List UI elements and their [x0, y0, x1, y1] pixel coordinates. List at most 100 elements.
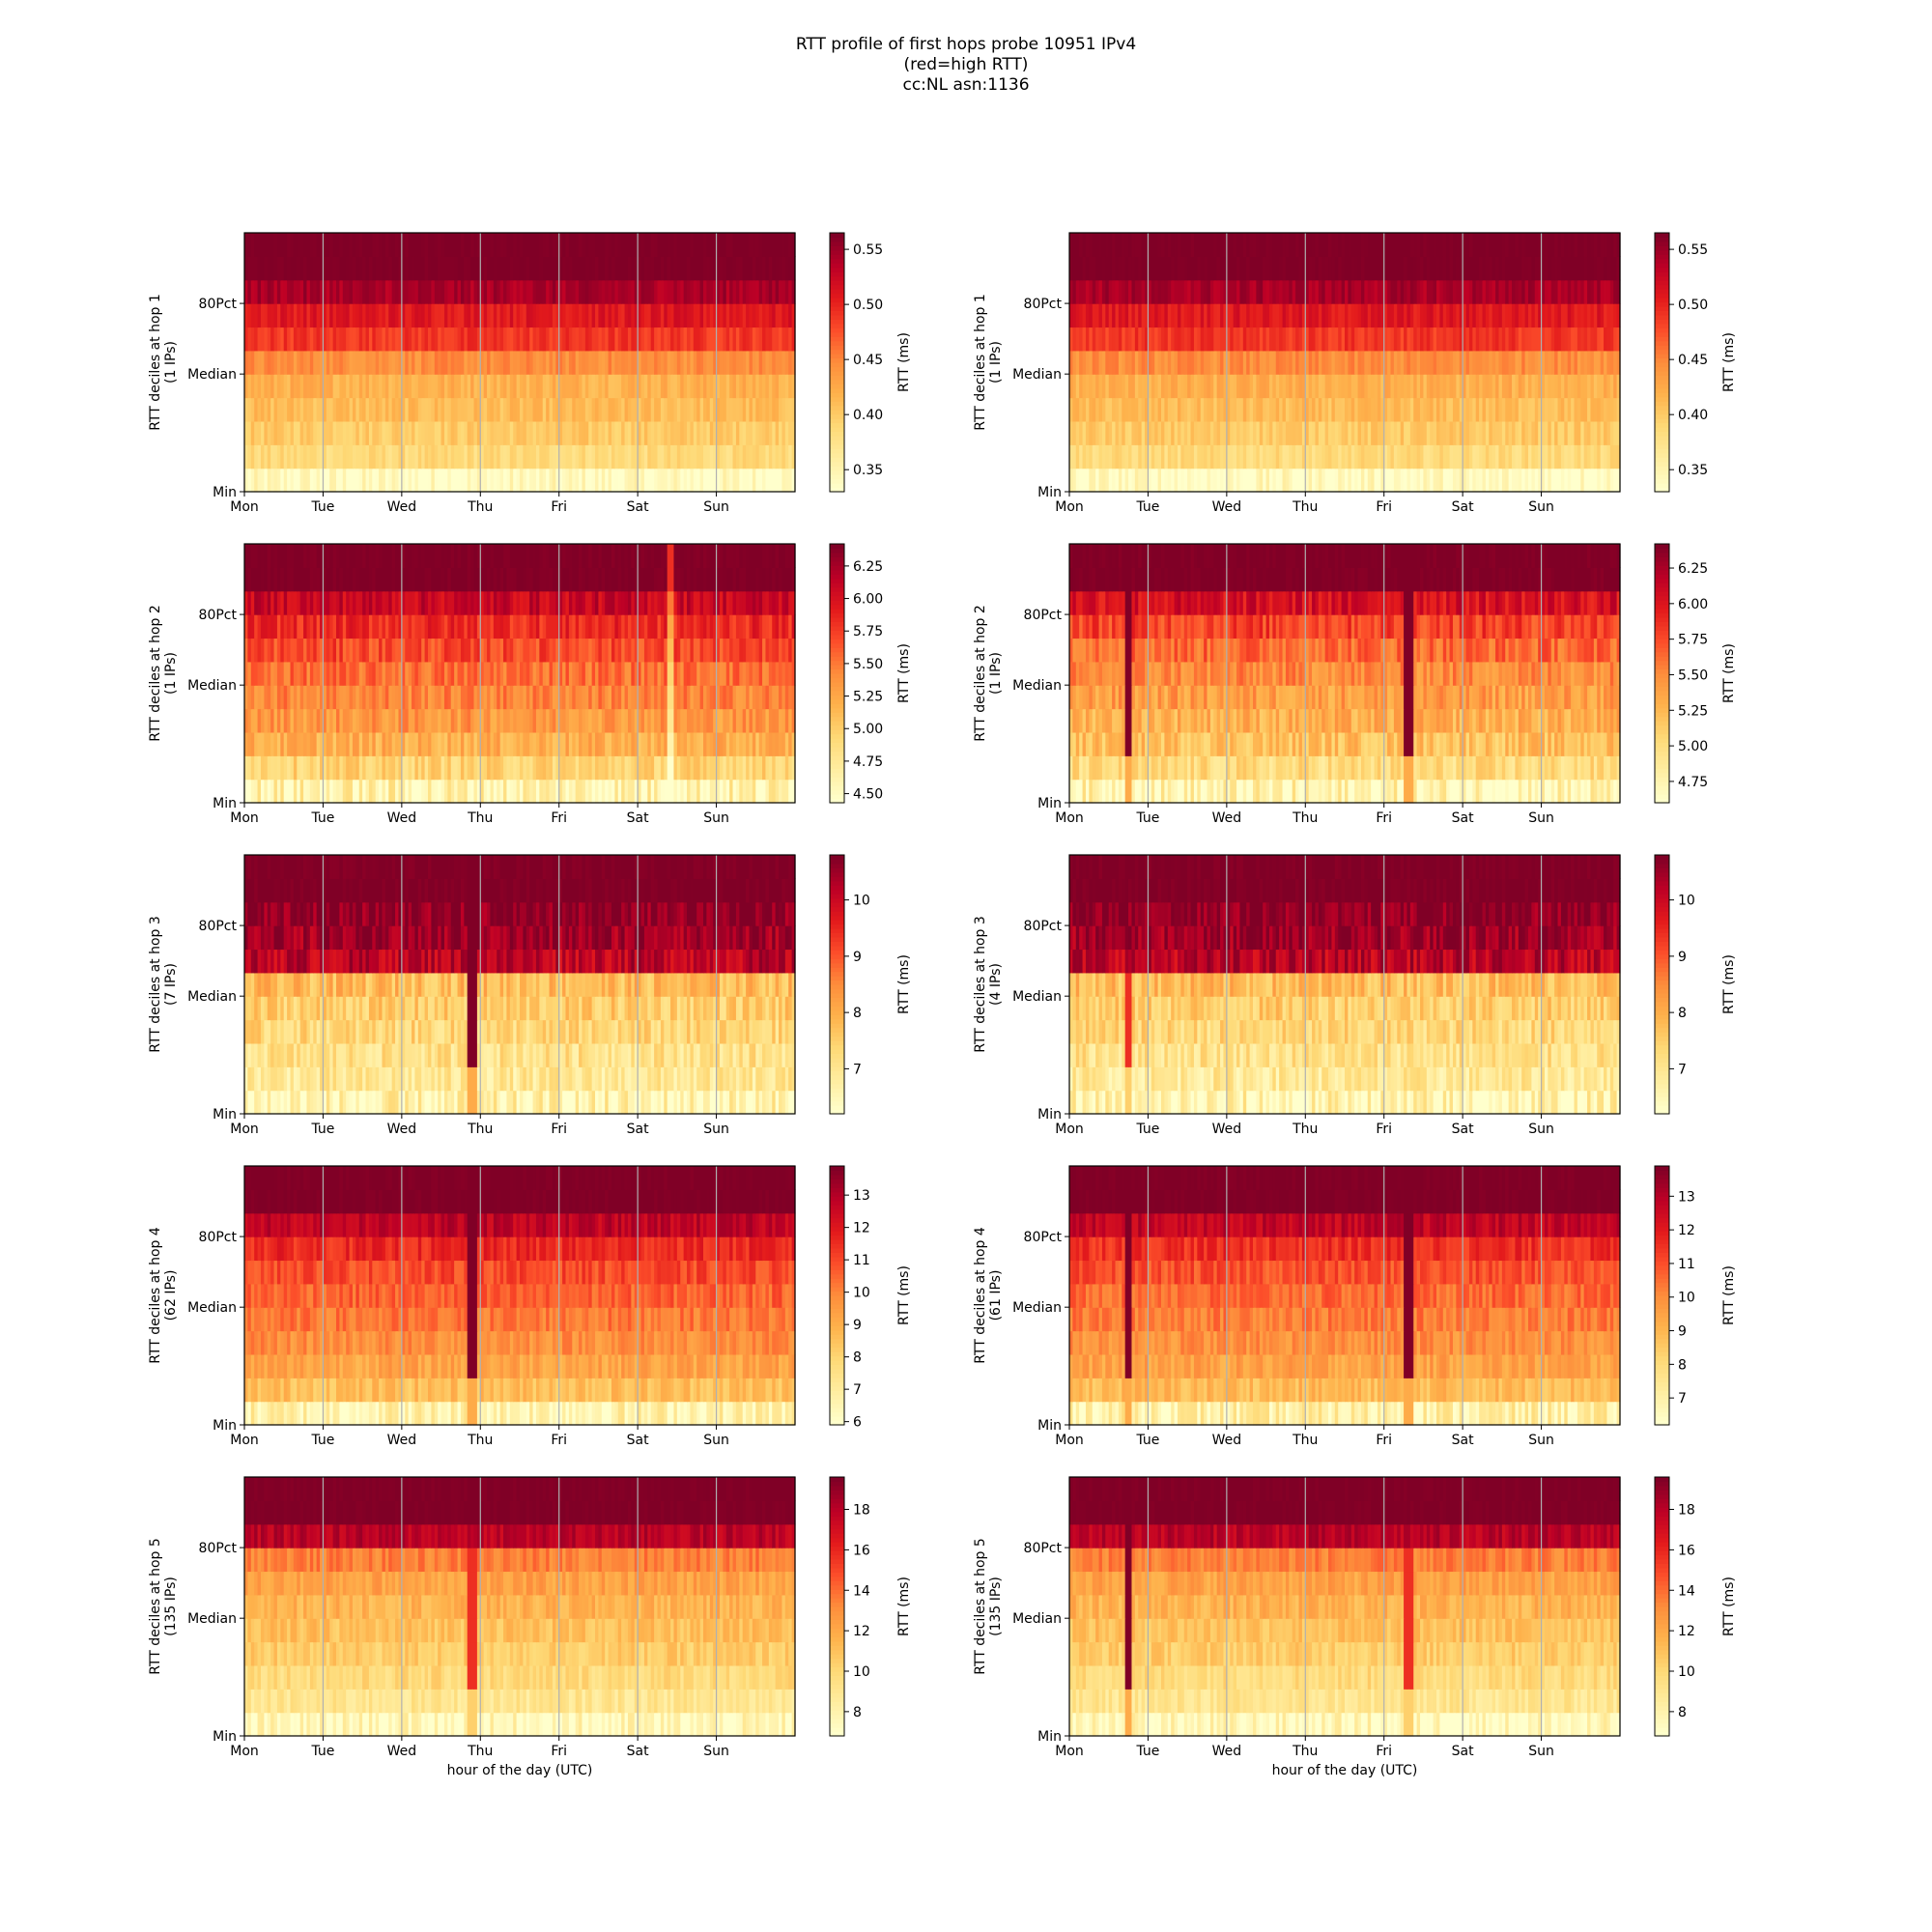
heatmap-cell: [290, 755, 295, 781]
heatmap-cell: [1289, 420, 1293, 445]
heatmap-cell: [467, 256, 471, 281]
heatmap-cell: [358, 468, 363, 493]
heatmap-cell: [1423, 374, 1428, 399]
heatmap-cell: [664, 779, 668, 804]
heatmap-cell: [382, 327, 386, 352]
heatmap-cell: [1436, 327, 1440, 352]
heatmap-cell: [788, 374, 793, 399]
heatmap-cell: [490, 327, 495, 352]
heatmap-cell: [368, 755, 373, 781]
heatmap-cell: [746, 661, 751, 686]
heatmap-cell: [768, 397, 773, 422]
heatmap-cell: [1380, 233, 1385, 257]
heatmap-cell: [323, 303, 327, 328]
colorbar-segment: [830, 387, 844, 393]
heatmap-cell: [329, 708, 334, 733]
heatmap-cell: [680, 444, 685, 469]
heatmap-cell: [1312, 468, 1317, 493]
heatmap-cell: [611, 327, 615, 352]
heatmap-cell: [1465, 256, 1470, 281]
heatmap-cell: [779, 661, 783, 686]
heatmap-cell: [640, 327, 645, 352]
colorbar-segment: [1655, 370, 1669, 376]
heatmap-cell: [417, 468, 422, 493]
heatmap-cell: [450, 444, 455, 469]
heatmap-cell: [1613, 233, 1618, 257]
heatmap-cell: [384, 755, 389, 781]
heatmap-cell: [493, 755, 497, 781]
heatmap-cell: [1069, 350, 1073, 375]
heatmap-cell: [1613, 468, 1618, 493]
heatmap-cell: [1574, 420, 1578, 445]
heatmap-cell: [1075, 303, 1080, 328]
heatmap-cell: [1098, 327, 1103, 352]
heatmap-cell: [621, 279, 626, 304]
chart-title: RTT profile of first hops probe 10951 IP…: [0, 35, 1932, 96]
heatmap-cell: [683, 256, 688, 281]
heatmap-cell: [434, 661, 439, 686]
heatmap-cell: [382, 638, 386, 663]
heatmap-cell: [1606, 420, 1611, 445]
heatmap-cell: [1338, 397, 1343, 422]
heatmap-cell: [1079, 233, 1084, 257]
heatmap-cell: [523, 303, 527, 328]
heatmap-cell: [729, 444, 734, 469]
heatmap-cell: [320, 444, 325, 469]
heatmap-cell: [1138, 420, 1143, 445]
heatmap-cell: [1209, 444, 1214, 469]
heatmap-cell: [264, 661, 269, 686]
heatmap-cell: [1122, 420, 1126, 445]
heatmap-cell: [1268, 233, 1273, 257]
heatmap-cell: [716, 327, 721, 352]
heatmap-cell: [614, 779, 619, 804]
heatmap-cell: [1465, 374, 1470, 399]
heatmap-cell: [591, 374, 596, 399]
heatmap-cell: [1089, 256, 1094, 281]
heatmap-cell: [1321, 444, 1326, 469]
heatmap-cell: [408, 661, 412, 686]
heatmap-cell: [1548, 279, 1552, 304]
heatmap-cell: [1292, 233, 1296, 257]
heatmap-cell: [476, 708, 481, 733]
colorbar-segment: [830, 401, 844, 407]
heatmap-cell: [276, 685, 281, 710]
heatmap-cell: [703, 374, 707, 399]
heatmap-cell: [640, 303, 645, 328]
heatmap-cell: [614, 397, 619, 422]
heatmap-cell: [572, 397, 577, 422]
heatmap-cell: [1272, 327, 1277, 352]
heatmap-cell: [368, 638, 373, 663]
heatmap-cell: [280, 279, 285, 304]
x-tick-label: Sat: [1452, 499, 1474, 515]
heatmap-cell: [490, 638, 495, 663]
heatmap-cell: [414, 468, 419, 493]
heatmap-cell: [558, 661, 563, 686]
heatmap-cell: [1268, 327, 1273, 352]
heatmap-cell: [598, 685, 603, 710]
heatmap-cell: [1207, 350, 1211, 375]
heatmap-cell: [273, 327, 278, 352]
heatmap-cell: [729, 779, 734, 804]
heatmap-cell: [779, 731, 783, 756]
heatmap-cell: [713, 279, 718, 304]
heatmap-cell: [788, 755, 793, 781]
colorbar-segment: [830, 405, 844, 411]
heatmap-cell: [742, 708, 747, 733]
colorbar-segment: [1655, 354, 1669, 359]
heatmap-cell: [680, 350, 685, 375]
heatmap-cell: [355, 468, 360, 493]
heatmap-cell: [1426, 303, 1431, 328]
heatmap-cell: [1124, 397, 1129, 422]
heatmap-cell: [667, 233, 671, 257]
heatmap-cell: [696, 708, 701, 733]
heatmap-cell: [1183, 256, 1188, 281]
heatmap-cell: [309, 374, 314, 399]
heatmap-cell: [349, 755, 354, 781]
heatmap-cell: [483, 755, 488, 781]
heatmap-cell: [1367, 397, 1372, 422]
heatmap-cell: [1560, 350, 1565, 375]
heatmap-cell: [283, 755, 288, 781]
heatmap-cell: [614, 350, 619, 375]
heatmap-cell: [1263, 468, 1267, 493]
heatmap-cell: [480, 638, 485, 663]
